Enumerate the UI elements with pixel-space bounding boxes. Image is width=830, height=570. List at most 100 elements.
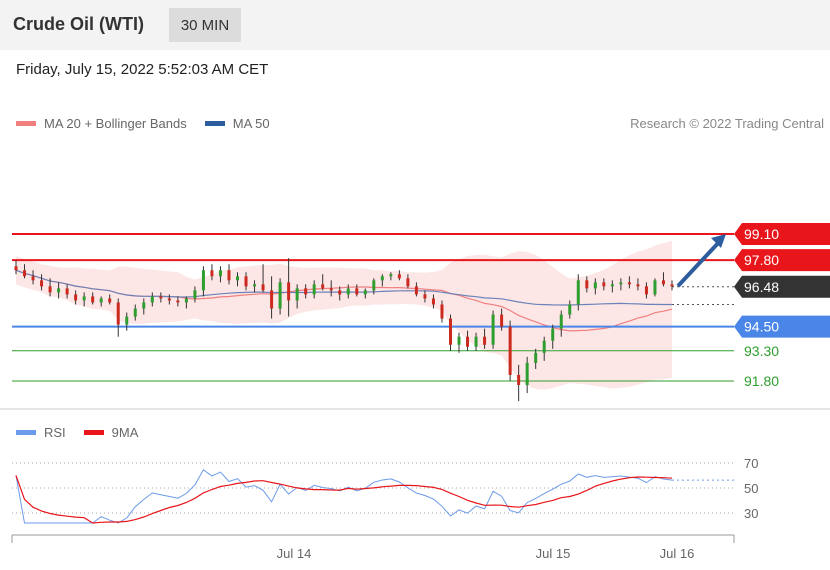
legend-item-9ma: 9MA bbox=[83, 425, 139, 440]
candle-body bbox=[636, 284, 640, 287]
bollinger-band bbox=[16, 240, 672, 390]
candle-body bbox=[500, 314, 504, 327]
candle-body bbox=[91, 296, 95, 303]
candle-body bbox=[321, 284, 325, 289]
ma20-swatch bbox=[16, 121, 36, 126]
candle-body bbox=[125, 316, 129, 325]
candle-body bbox=[576, 280, 580, 305]
candle-body bbox=[82, 296, 86, 301]
level-label-minor: 93.30 bbox=[744, 343, 779, 359]
candle-body bbox=[346, 288, 350, 295]
candle-body bbox=[287, 282, 291, 301]
candle-body bbox=[414, 286, 418, 295]
candle-body bbox=[278, 282, 282, 309]
candle-body bbox=[542, 340, 546, 353]
candle-body bbox=[40, 280, 44, 287]
candle-body bbox=[483, 336, 487, 345]
candle-body bbox=[457, 336, 461, 345]
candle-body bbox=[184, 298, 188, 303]
candle-body bbox=[406, 278, 410, 287]
research-credit: Research © 2022 Trading Central bbox=[630, 116, 824, 131]
candle-body bbox=[236, 276, 240, 281]
candle-body bbox=[74, 294, 78, 301]
x-tick-label: Jul 15 bbox=[536, 546, 571, 561]
ma50-line bbox=[15, 269, 672, 306]
candle-body bbox=[380, 276, 384, 281]
price-legend: MA 20 + Bollinger Bands MA 50 bbox=[16, 116, 288, 131]
legend-label-ma50: MA 50 bbox=[232, 116, 270, 131]
candle-body bbox=[65, 288, 69, 295]
candle-body bbox=[363, 290, 367, 295]
candle-body bbox=[31, 276, 35, 281]
candle-body bbox=[517, 374, 521, 386]
rsi-swatch bbox=[16, 430, 36, 435]
legend-item-rsi: RSI bbox=[16, 425, 66, 440]
header-bar: Crude Oil (WTI) 30 MIN bbox=[0, 0, 830, 50]
x-tick-label: Jul 14 bbox=[277, 546, 312, 561]
legend-label-ma20: MA 20 + Bollinger Bands bbox=[44, 116, 187, 131]
candle-body bbox=[602, 282, 606, 287]
candle-body bbox=[48, 286, 52, 293]
candle-body bbox=[474, 336, 478, 347]
candle-body bbox=[312, 284, 316, 295]
rsi-tick-label: 70 bbox=[744, 456, 758, 471]
candle-body bbox=[355, 288, 359, 295]
legend-label-9ma: 9MA bbox=[111, 425, 139, 440]
rsi-legend: RSI 9MA bbox=[16, 425, 156, 440]
candle-body bbox=[23, 270, 27, 277]
candle-body bbox=[423, 294, 427, 299]
candle-body bbox=[372, 280, 376, 291]
candle-body bbox=[440, 304, 444, 319]
level-label-resistance: 99.10 bbox=[744, 226, 779, 242]
candle-body bbox=[627, 282, 631, 285]
candle-body bbox=[304, 288, 308, 295]
forecast-arrow-head bbox=[711, 234, 726, 248]
candle-body bbox=[57, 288, 61, 293]
level-label-last: 96.48 bbox=[744, 279, 779, 295]
candle-body bbox=[253, 284, 257, 287]
candle-body bbox=[397, 274, 401, 279]
candle-body bbox=[261, 284, 265, 291]
candle-body bbox=[142, 302, 146, 309]
candle-body bbox=[244, 276, 248, 287]
candle-body bbox=[508, 326, 512, 375]
candle-body bbox=[585, 280, 589, 289]
level-label-resistance: 97.80 bbox=[744, 252, 779, 268]
candle-body bbox=[559, 314, 563, 329]
candle-body bbox=[610, 284, 614, 287]
candle-body bbox=[167, 298, 171, 301]
ma50-swatch bbox=[204, 121, 225, 126]
candle-body bbox=[176, 300, 180, 303]
x-tick-label: Jul 16 bbox=[660, 546, 695, 561]
candle-body bbox=[670, 284, 674, 287]
candle-body bbox=[133, 308, 137, 317]
rsi-tick-label: 30 bbox=[744, 506, 758, 521]
candle-body bbox=[466, 336, 470, 347]
timeframe-button[interactable]: 30 MIN bbox=[169, 8, 241, 42]
legend-item-ma50: MA 50 bbox=[204, 116, 270, 131]
rsi-ma-line bbox=[15, 475, 673, 524]
candle-body bbox=[619, 282, 623, 285]
candle-body bbox=[431, 298, 435, 305]
rsi-line bbox=[15, 469, 673, 524]
candle-body bbox=[218, 270, 222, 277]
level-tag-last bbox=[734, 275, 830, 298]
candle-body bbox=[193, 290, 197, 299]
candle-body bbox=[338, 290, 342, 295]
level-label-minor: 91.80 bbox=[744, 373, 779, 389]
candle-body bbox=[14, 266, 18, 271]
level-tag-resistance bbox=[734, 249, 830, 272]
instrument-title: Crude Oil (WTI) bbox=[13, 14, 144, 34]
candle-body bbox=[593, 282, 597, 289]
candle-body bbox=[108, 298, 112, 303]
candle-body bbox=[551, 328, 555, 341]
candle-body bbox=[116, 302, 120, 325]
legend-label-rsi: RSI bbox=[44, 425, 66, 440]
candle-body bbox=[644, 286, 648, 295]
candle-body bbox=[525, 362, 529, 386]
candle-body bbox=[389, 274, 393, 277]
candle-body bbox=[568, 304, 572, 315]
candle-body bbox=[227, 270, 231, 281]
timestamp: Friday, July 15, 2022 5:52:03 AM CET bbox=[16, 61, 269, 78]
